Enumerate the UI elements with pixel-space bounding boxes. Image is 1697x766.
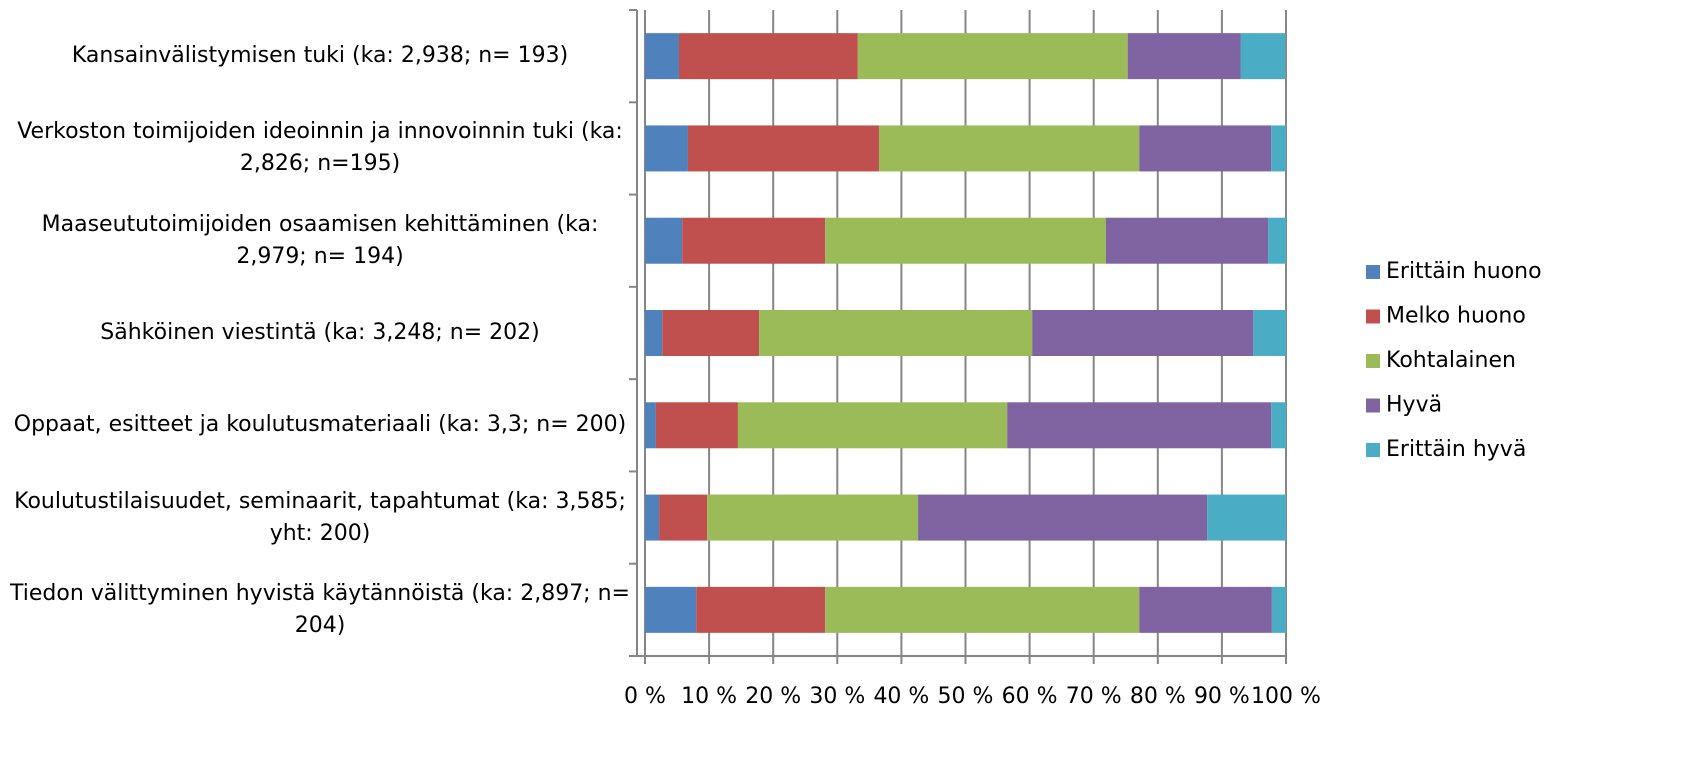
category-label: Oppaat, esitteet ja koulutusmateriaali (… xyxy=(13,412,627,438)
category-label: Tiedon välittyminen hyvistä käytännöistä… xyxy=(10,580,630,638)
bar-segment xyxy=(1207,494,1286,541)
legend-swatch xyxy=(1366,309,1380,324)
bar-segment xyxy=(737,402,1008,449)
bar-segment xyxy=(645,402,656,449)
x-tick-label: 100 % xyxy=(1251,684,1321,709)
legend-swatch xyxy=(1366,265,1380,279)
x-tick-label: 40 % xyxy=(873,684,929,709)
bar-segment xyxy=(1139,125,1272,172)
legend-label: Hyvä xyxy=(1386,393,1442,418)
bar-segment xyxy=(659,494,708,541)
bar-segment xyxy=(1271,125,1286,172)
bar-segment xyxy=(645,494,660,541)
bar-segment xyxy=(1240,33,1286,80)
bar-segment xyxy=(662,310,760,356)
bar-segment xyxy=(759,310,1033,356)
x-tick-label: 10 % xyxy=(681,684,737,709)
bar-segment xyxy=(1127,33,1241,80)
bar-segment xyxy=(1032,310,1254,356)
bar-segment xyxy=(645,586,697,633)
legend-label: Erittäin hyvä xyxy=(1386,437,1526,462)
bar-segment xyxy=(1105,217,1269,264)
bar-segment xyxy=(645,125,688,172)
x-tick-label: 30 % xyxy=(809,684,865,709)
legend-swatch xyxy=(1366,398,1380,413)
bar-segment xyxy=(707,494,919,541)
legend-label: Melko huono xyxy=(1386,304,1526,329)
bar-segment xyxy=(696,586,826,633)
bar-segment xyxy=(1271,586,1286,633)
bar-segment xyxy=(655,402,738,449)
category-label: Verkoston toimijoiden ideoinnin ja innov… xyxy=(17,119,623,177)
bar-segment xyxy=(678,33,858,80)
bar-segment xyxy=(645,310,663,356)
category-label: Kansainvälistymisen tuki (ka: 2,938; n= … xyxy=(71,43,569,69)
x-tick-label: 80 % xyxy=(1130,684,1186,709)
category-label: Sähköinen viestintä (ka: 3,248; n= 202) xyxy=(100,320,540,345)
bar-segment xyxy=(687,125,879,172)
legend-swatch xyxy=(1366,354,1380,368)
bar-segment xyxy=(645,217,683,264)
legend-label: Kohtalainen xyxy=(1386,348,1516,373)
x-tick-label: 20 % xyxy=(745,684,801,709)
bar-segment xyxy=(918,494,1208,541)
x-tick-label: 0 % xyxy=(624,684,666,709)
bar-segment xyxy=(1139,586,1272,633)
bar-segment xyxy=(1271,402,1286,449)
bar-segment xyxy=(825,586,1140,633)
category-label: Koulutustilaisuudet, seminaarit, tapahtu… xyxy=(14,488,626,546)
bar-segment xyxy=(1253,310,1286,356)
x-tick-label: 90 % xyxy=(1194,684,1250,709)
bar-segment xyxy=(857,33,1128,80)
bar-segment xyxy=(645,33,679,80)
bar-segment xyxy=(825,217,1106,264)
bar-segment xyxy=(1268,217,1286,264)
bar-segment xyxy=(878,125,1140,172)
category-label: Maaseututoimijoiden osaamisen kehittämin… xyxy=(41,211,599,269)
x-tick-label: 60 % xyxy=(1002,684,1058,709)
legend-label: Erittäin huono xyxy=(1386,259,1542,284)
x-tick-label: 70 % xyxy=(1066,684,1122,709)
x-tick-label: 50 % xyxy=(938,684,994,709)
bar-segment xyxy=(682,217,826,264)
legend-swatch xyxy=(1366,443,1380,457)
bar-segment xyxy=(1007,402,1272,449)
